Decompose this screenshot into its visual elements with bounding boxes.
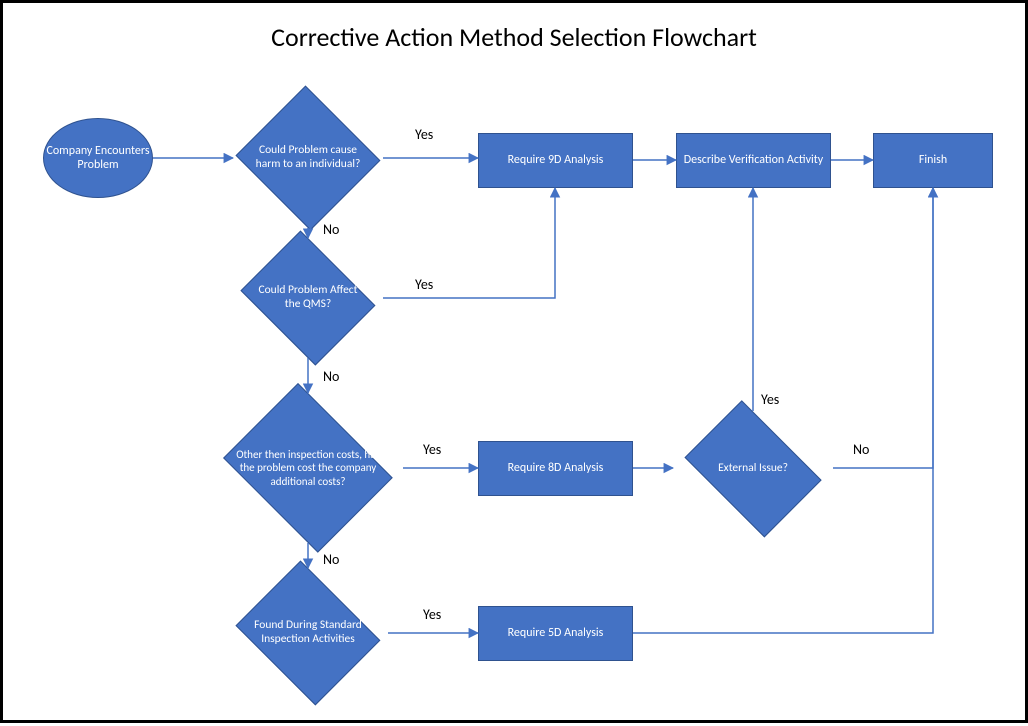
node-d-insp: Found During Standard Inspection Activit… bbox=[228, 568, 388, 698]
node-d-ext-label: External Issue? bbox=[673, 411, 833, 526]
node-d-harm-label: Could Problem cause harm to an individua… bbox=[233, 88, 383, 228]
node-d-qms: Could Problem Affect the QMS? bbox=[233, 238, 383, 358]
node-d-cost: Other then inspection costs, has the pro… bbox=[213, 393, 403, 543]
node-p-5d: Require 5D Analysis bbox=[478, 606, 633, 661]
edge-label-d_qms-d_cost: No bbox=[323, 368, 339, 385]
node-p-verify: Describe Verification Activity bbox=[676, 133, 831, 188]
node-p-8d: Require 8D Analysis bbox=[478, 441, 633, 496]
node-p-verify-label: Describe Verification Activity bbox=[684, 153, 824, 167]
node-start: Company Encounters Problem bbox=[43, 118, 153, 198]
node-p-9d: Require 9D Analysis bbox=[478, 133, 633, 188]
node-p-5d-label: Require 5D Analysis bbox=[508, 626, 604, 640]
node-d-ext: External Issue? bbox=[673, 411, 833, 526]
edge-label-d_ext-p_verify: Yes bbox=[761, 391, 779, 408]
node-p-8d-label: Require 8D Analysis bbox=[508, 461, 604, 475]
edge-label-d_harm-p_9d: Yes bbox=[415, 126, 433, 143]
node-finish-label: Finish bbox=[919, 153, 947, 167]
edge-d_ext-finish bbox=[833, 188, 933, 468]
node-d-qms-label: Could Problem Affect the QMS? bbox=[233, 238, 383, 358]
edge-label-d_cost-p_8d: Yes bbox=[423, 441, 441, 458]
chart-title: Corrective Action Method Selection Flowc… bbox=[3, 21, 1025, 53]
edge-label-d_cost-d_insp: No bbox=[323, 551, 339, 568]
node-d-insp-label: Found During Standard Inspection Activit… bbox=[228, 568, 388, 698]
node-finish: Finish bbox=[873, 133, 993, 188]
node-d-cost-label: Other then inspection costs, has the pro… bbox=[213, 393, 403, 543]
edge-d_qms-p_9d bbox=[383, 188, 555, 298]
node-start-label: Company Encounters Problem bbox=[44, 144, 152, 173]
node-d-harm: Could Problem cause harm to an individua… bbox=[233, 88, 383, 228]
edge-label-d_qms-p_9d: Yes bbox=[415, 276, 433, 293]
edge-label-d_insp-p_5d: Yes bbox=[423, 606, 441, 623]
node-p-9d-label: Require 9D Analysis bbox=[508, 153, 604, 167]
edge-label-d_ext-finish: No bbox=[853, 441, 869, 458]
edge-label-d_harm-d_qms: No bbox=[323, 221, 339, 238]
flowchart-frame: Corrective Action Method Selection Flowc… bbox=[0, 0, 1028, 723]
